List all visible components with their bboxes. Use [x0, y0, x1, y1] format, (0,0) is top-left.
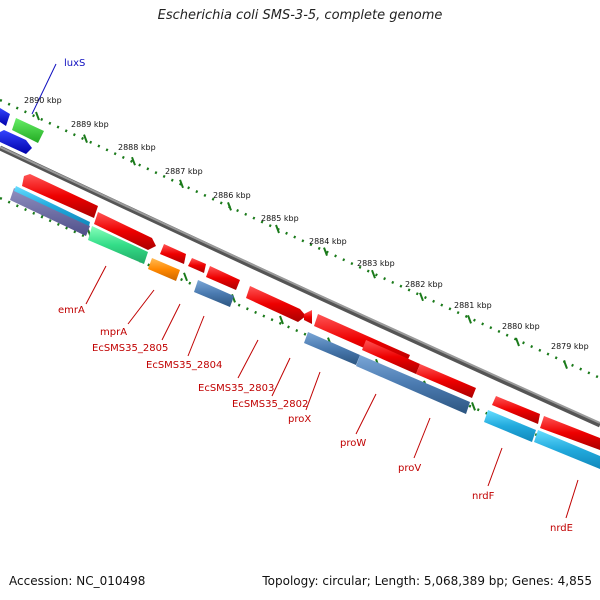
gene-mprA[interactable] — [94, 212, 156, 250]
gene-label-EcSMS35_2802: EcSMS35_2802 — [232, 399, 308, 410]
gene-label-proW: proW — [340, 438, 366, 449]
major-tick-outer — [83, 134, 88, 143]
gene-cyan-1[interactable] — [484, 410, 536, 442]
major-tick-inner — [183, 272, 188, 282]
leader-mprA — [127, 289, 155, 325]
major-tick-inner — [279, 315, 284, 325]
gene-label-luxS: luxS — [64, 58, 85, 69]
leader-luxS — [31, 63, 57, 115]
outer-gene-green[interactable] — [12, 118, 44, 143]
gene-label-emrA: emrA — [58, 305, 85, 316]
genome-backbone-highlight — [0, 146, 600, 424]
gene-label-nrdE: nrdE — [550, 523, 573, 534]
accession-text: Accession: NC_010498 — [9, 574, 146, 588]
gene-cyan-top[interactable] — [14, 186, 90, 226]
leader-emrA — [85, 265, 107, 305]
tick-label-8: 2882 kbp — [405, 280, 443, 289]
gene-EcSMS35_2804[interactable] — [188, 258, 206, 273]
tick-label-10: 2880 kbp — [502, 322, 540, 331]
major-tick-outer — [515, 337, 520, 347]
gene-label-EcSMS35_2803: EcSMS35_2803 — [198, 383, 274, 394]
gene-emrA[interactable] — [22, 174, 98, 218]
gene-EcSMS35_2803[interactable] — [206, 266, 240, 290]
gene-nrdE[interactable] — [540, 416, 600, 450]
major-tick-outer — [275, 224, 280, 234]
gene-green[interactable] — [88, 226, 148, 264]
major-tick-outer — [467, 315, 472, 324]
leader-proW — [355, 393, 377, 435]
major-tick-outer — [323, 247, 328, 256]
major-tick-outer — [35, 111, 40, 121]
gene-blue-2[interactable] — [304, 332, 360, 365]
major-tick-outer — [563, 360, 568, 369]
tick-label-4: 2886 kbp — [213, 191, 251, 200]
leader-proX — [305, 371, 321, 411]
gene-label-proX: proX — [288, 414, 311, 425]
leader-proV — [413, 417, 431, 459]
gene-label-EcSMS35_2805: EcSMS35_2805 — [92, 343, 168, 354]
gene-cyan-2[interactable] — [534, 430, 600, 469]
gene-EcSMS35_2805[interactable] — [160, 244, 186, 264]
tick-label-6: 2884 kbp — [309, 237, 347, 246]
gene-EcSMS35_2802[interactable] — [246, 286, 306, 322]
major-tick-outer — [227, 202, 232, 211]
leader-EcSMS35_2805 — [161, 303, 181, 341]
major-tick-inner — [471, 402, 476, 411]
gene-blue-1[interactable] — [194, 280, 234, 307]
gene-nrdF[interactable] — [492, 396, 540, 424]
leader-nrdE — [565, 479, 579, 519]
gene-proW[interactable] — [362, 340, 420, 374]
tick-label-9: 2881 kbp — [454, 301, 492, 310]
gene-small-red[interactable] — [304, 310, 312, 324]
gene-label-nrdF: nrdF — [472, 491, 495, 502]
gene-label-EcSMS35_2804: EcSMS35_2804 — [146, 360, 222, 371]
leader-EcSMS35_2804 — [187, 315, 205, 357]
topology-text: Topology: circular; Length: 5,068,389 bp… — [262, 574, 592, 588]
gene-purple-track[interactable] — [10, 188, 90, 236]
major-tick-outer — [371, 269, 376, 279]
gene-proV[interactable] — [416, 364, 476, 398]
major-tick-outer — [419, 292, 424, 302]
tick-label-5: 2885 kbp — [261, 214, 299, 223]
tick-label-7: 2883 kbp — [357, 259, 395, 268]
tick-label-1: 2889 kbp — [71, 120, 109, 129]
major-tick-outer — [131, 156, 136, 166]
tick-label-0: 2890 kbp — [24, 96, 62, 105]
gene-label-proV: proV — [398, 463, 421, 474]
genome-backbone — [0, 145, 600, 428]
tick-label-11: 2879 kbp — [551, 342, 589, 351]
leader-nrdF — [487, 447, 503, 487]
major-tick-outer — [179, 179, 184, 189]
gene-orange[interactable] — [148, 258, 180, 281]
gene-label-mprA: mprA — [100, 327, 127, 338]
leader-EcSMS35_2803 — [237, 339, 259, 379]
tick-label-2: 2888 kbp — [118, 143, 156, 152]
gene-blue-3[interactable] — [356, 355, 470, 414]
outer-gene-luxS[interactable] — [0, 130, 32, 154]
outer-gene-partial[interactable] — [0, 108, 10, 126]
tick-label-3: 2887 kbp — [165, 167, 203, 176]
map-title: Escherichia coli SMS-3-5, complete genom… — [157, 8, 443, 23]
leader-EcSMS35_2802 — [271, 357, 291, 397]
